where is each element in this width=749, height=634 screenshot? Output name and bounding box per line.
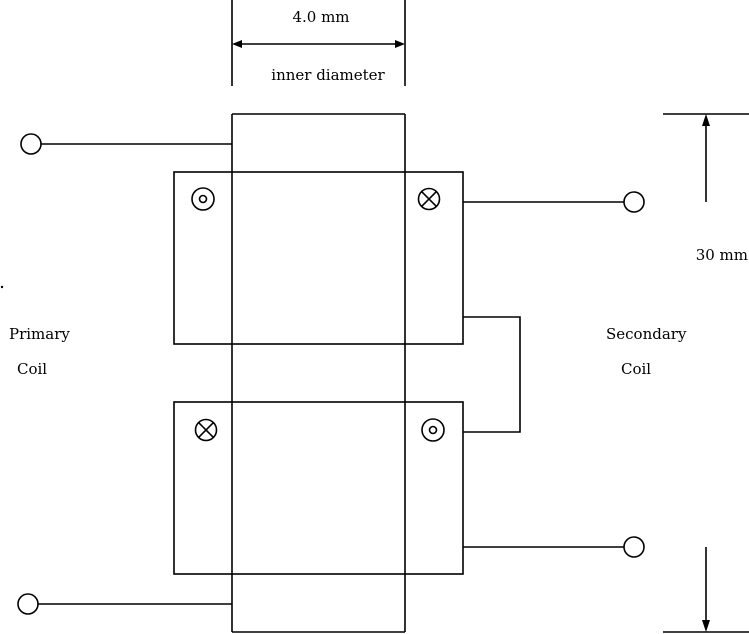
- height-dimension: 30 mm: [663, 113, 749, 633]
- upper-coil-box: [173, 171, 464, 345]
- upper-coil: [173, 171, 464, 345]
- arrowhead-left: [232, 40, 242, 48]
- inner-diameter-dimension: 4.0 mm inner diameter: [231, 0, 406, 86]
- lower-coil: [173, 401, 464, 575]
- height-value: 30 mm: [696, 246, 748, 264]
- arrowhead-down: [702, 620, 710, 632]
- lower-coil-box: [173, 401, 464, 575]
- arrowhead-right: [395, 40, 405, 48]
- secondary-terminal-top-icon: [623, 191, 645, 213]
- secondary-coil-label: Secondary Coil: [606, 325, 687, 378]
- primary-coil-label: Primary Coil: [9, 325, 70, 378]
- primary-label-line2: Coil: [17, 360, 47, 378]
- dot-marker-icon: [191, 187, 215, 211]
- secondary-label-line2: Coil: [621, 360, 651, 378]
- secondary-leads: [463, 191, 645, 558]
- secondary-series-connection: [463, 316, 521, 433]
- stray-dot: [0, 285, 4, 289]
- primary-terminal-bottom-icon: [17, 593, 39, 615]
- arrowhead-up: [702, 114, 710, 126]
- secondary-terminal-bottom-icon: [623, 536, 645, 558]
- core: [231, 113, 406, 633]
- cross-marker-icon: [194, 418, 218, 442]
- dot-marker-icon: [421, 418, 445, 442]
- primary-leads: [17, 133, 232, 615]
- primary-label-line1: Primary: [9, 325, 70, 343]
- primary-terminal-top-icon: [20, 133, 42, 155]
- inner-diameter-value: 4.0 mm: [292, 8, 349, 26]
- secondary-label-line1: Secondary: [606, 325, 687, 343]
- inner-diameter-label: inner diameter: [271, 66, 385, 84]
- cross-marker-icon: [417, 187, 441, 211]
